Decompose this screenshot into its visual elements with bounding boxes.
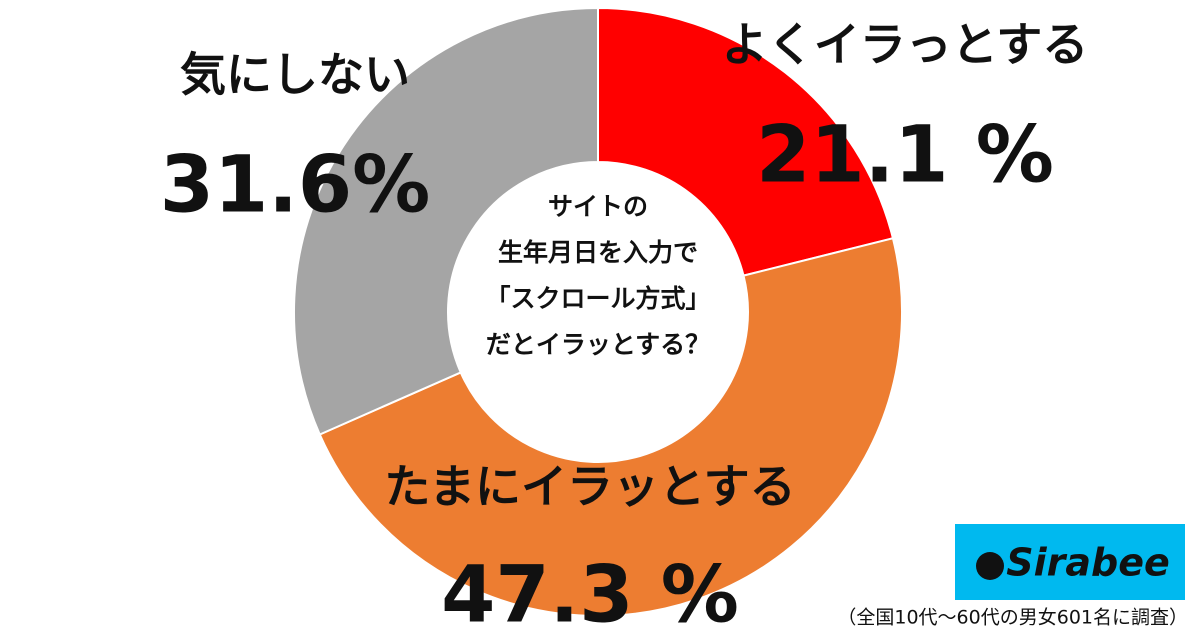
logo-icon [976, 552, 1004, 580]
donut-segment [597, 6, 895, 277]
category-label: よくイラっとする [722, 18, 1089, 72]
value-label: 47.3 % [441, 550, 739, 639]
category-label: 気にしない [180, 48, 410, 102]
category-label: たまにイラッとする [384, 460, 795, 514]
center-title: サイトの [548, 192, 648, 221]
donut-segment [293, 6, 599, 436]
center-title: 「スクロール方式」 [485, 284, 710, 313]
logo: Sirabee [1006, 541, 1170, 585]
source-note: （全国10代～60代の男女601名に調査） [837, 607, 1188, 629]
center-title: だとイラッとする？ [486, 330, 710, 359]
center-title: 生年月日を入力で [498, 238, 698, 267]
value-label: 21.1 % [756, 110, 1054, 200]
value-label: 31.6% [160, 140, 431, 230]
donut [293, 6, 903, 617]
donut-segment [318, 237, 903, 617]
